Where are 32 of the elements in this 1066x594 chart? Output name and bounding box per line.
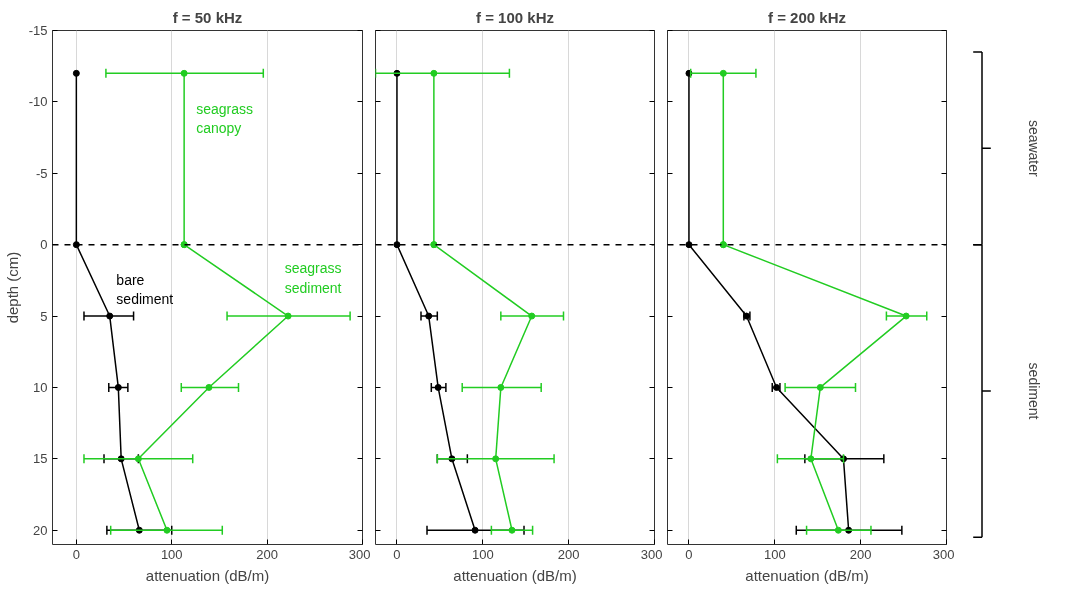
x-tick-label: 300 — [932, 546, 955, 562]
chart-title: f = 200 kHz — [768, 8, 846, 26]
y-tick-label: 10 — [33, 379, 48, 395]
x-tick-label: 100 — [160, 546, 183, 562]
x-tick-label: 300 — [348, 546, 371, 562]
x-tick-label: 300 — [640, 546, 663, 562]
x-tick-label: 0 — [393, 546, 401, 562]
y-tick-label: -10 — [28, 94, 48, 110]
x-tick-label: 0 — [72, 546, 80, 562]
text: seawater — [1025, 119, 1042, 178]
y-tick-label: 5 — [40, 308, 48, 324]
y-tick-label: 0 — [40, 237, 48, 253]
x-axis-title: attenuation (dB/m) — [453, 566, 577, 584]
series-label: bare sediment — [116, 272, 174, 308]
y-tick-label: 15 — [33, 451, 48, 467]
text: sediment — [1025, 362, 1042, 420]
series-label: seagrass canopy — [196, 100, 253, 136]
chart-title: f = 100 kHz — [476, 8, 554, 26]
x-tick-label: 200 — [256, 546, 278, 562]
x-tick-label: 200 — [849, 546, 872, 562]
x-tick-label: 100 — [763, 546, 786, 562]
x-axis-title: attenuation (dB/m) — [145, 566, 270, 584]
chart-title: f = 50 kHz — [172, 8, 243, 26]
x-tick-label: 200 — [557, 546, 580, 562]
y-tick-label: 20 — [33, 522, 48, 538]
x-tick-label: 100 — [471, 546, 494, 562]
series-label: seagrass sediment — [284, 260, 342, 296]
x-axis-title: attenuation (dB/m) — [745, 566, 869, 584]
y-tick-label: -5 — [35, 165, 48, 181]
x-tick-label: 0 — [685, 546, 693, 562]
y-axis-title: depth (cm) — [3, 251, 21, 324]
y-tick-label: -15 — [28, 23, 48, 38]
